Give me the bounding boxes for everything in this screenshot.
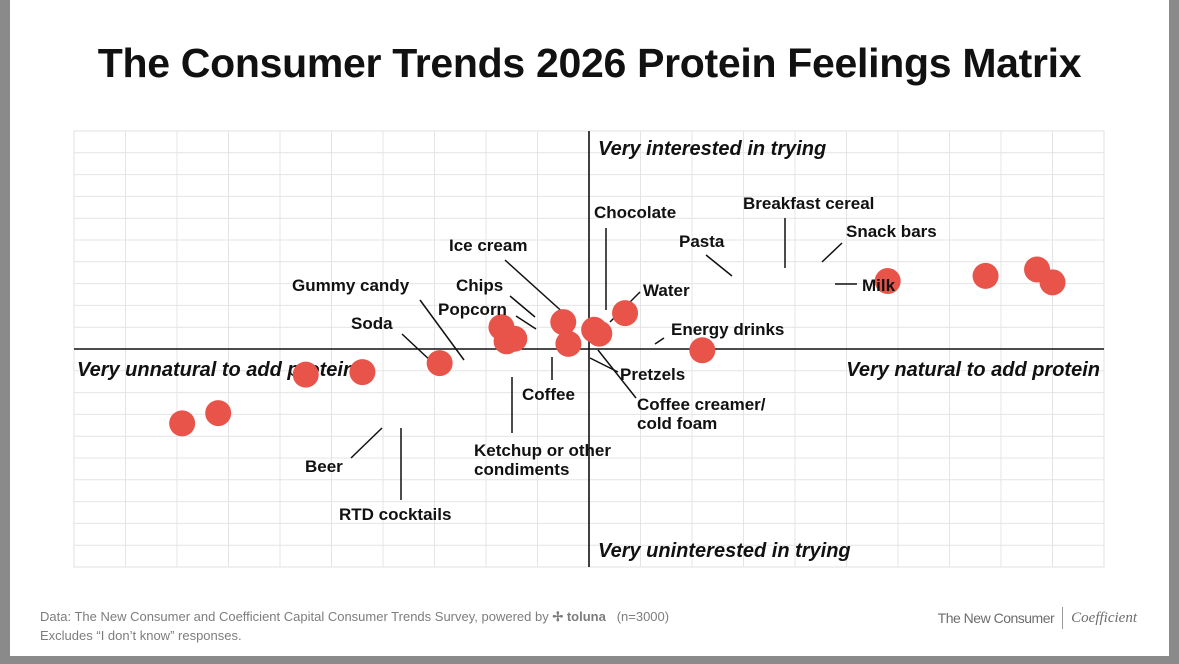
data-label: Snack bars [846, 222, 937, 241]
data-label: Popcorn [438, 300, 507, 319]
data-point [581, 316, 608, 343]
data-label: Beer [305, 457, 343, 476]
data-point [169, 410, 196, 437]
data-label: Pasta [679, 232, 725, 251]
page-title: The Consumer Trends 2026 Protein Feeling… [97, 40, 1082, 86]
data-label: Ice cream [449, 236, 527, 255]
data-point [689, 337, 716, 364]
data-point [205, 400, 232, 427]
data-point [426, 350, 453, 377]
data-point [555, 330, 582, 357]
logo-divider [1062, 607, 1064, 629]
leader-line [509, 295, 536, 318]
data-label: Chips [456, 276, 503, 295]
data-label: RTD cocktails [339, 505, 451, 524]
data-label: Milk [862, 276, 896, 295]
data-label: Pretzels [620, 365, 685, 384]
leader-line [350, 427, 383, 459]
axis-label-bottom: Very uninterested in trying [598, 540, 851, 562]
data-label: condiments [474, 460, 569, 479]
leader-line [515, 315, 537, 330]
data-label: Chocolate [594, 203, 676, 222]
sample-size: (n=3000) [616, 609, 670, 624]
data-point [972, 262, 999, 289]
data-label: Energy drinks [671, 320, 784, 339]
data-point [550, 309, 577, 336]
exclusion-note: Excludes “I don’t know” responses. [40, 628, 242, 643]
leader-line [419, 299, 465, 361]
leader-line [705, 254, 733, 277]
leader-line [597, 349, 637, 399]
brand-logos: The New Consumer Coefficient [938, 607, 1137, 629]
data-label: Coffee creamer/ [637, 395, 766, 414]
leader-line [654, 337, 665, 345]
data-point [612, 300, 639, 327]
data-point [292, 361, 319, 388]
leader-line [504, 259, 568, 317]
source-line: Data: The New Consumer and Coefficient C… [40, 607, 669, 626]
axis-label-left: Very unnatural to add protein [77, 359, 355, 381]
data-point [874, 268, 901, 295]
data-label: Breakfast cereal [743, 194, 874, 213]
data-label: Ketchup or other [474, 441, 611, 460]
source-text: Data: The New Consumer and Coefficient C… [40, 609, 549, 624]
data-label: Coffee [522, 385, 575, 404]
axis-label-top: Very interested in trying [598, 138, 826, 160]
toluna-logo: ✢ toluna [552, 609, 606, 624]
leader-line [821, 242, 843, 263]
footer-note: Data: The New Consumer and Coefficient C… [40, 607, 669, 645]
data-point [501, 325, 528, 352]
coefficient-logo: Coefficient [1071, 609, 1137, 626]
data-label: Water [643, 281, 690, 300]
data-point [349, 359, 376, 386]
data-label: cold foam [637, 414, 717, 433]
data-point [1039, 269, 1066, 296]
axis-label-right: Very natural to add protein [846, 359, 1100, 381]
new-consumer-logo: The New Consumer [937, 610, 1055, 626]
data-label: Soda [351, 314, 393, 333]
data-label: Gummy candy [292, 276, 410, 295]
